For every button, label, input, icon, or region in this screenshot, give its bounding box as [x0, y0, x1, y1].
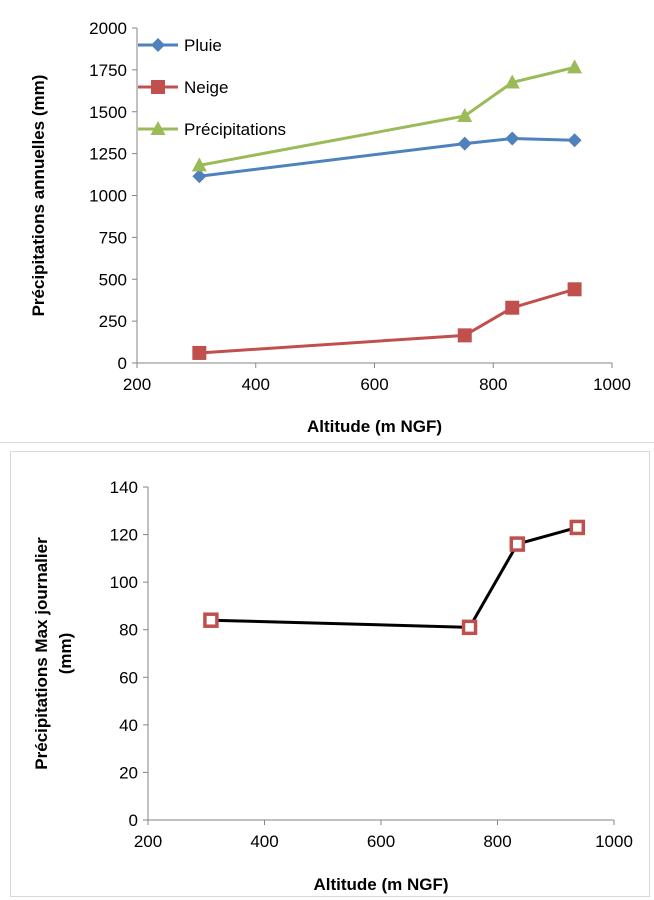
data-point	[461, 619, 478, 636]
y-tick-label: 20	[119, 763, 138, 782]
legend-label: Précipitations	[184, 120, 286, 139]
data-point	[203, 612, 219, 628]
series-line	[199, 65, 575, 167]
legend-marker	[151, 80, 165, 94]
y-tick-label: 1750	[89, 61, 127, 80]
y-tick-label: 120	[110, 526, 138, 545]
y-tick-label: 0	[129, 811, 138, 830]
y-axis-title: (mm)	[56, 633, 75, 675]
data-point	[504, 74, 520, 89]
data-point	[457, 136, 472, 151]
data-point	[191, 157, 207, 172]
data-point	[569, 519, 586, 536]
x-tick-label: 800	[479, 375, 507, 394]
y-tick-label: 100	[110, 573, 138, 592]
series-line	[199, 287, 576, 355]
x-tick-label: 600	[367, 832, 395, 851]
y-tick-label: 250	[99, 312, 127, 331]
x-tick-label: 200	[134, 832, 162, 851]
x-tick-label: 400	[250, 832, 278, 851]
series-line	[199, 137, 575, 178]
x-tick-label: 1000	[593, 375, 631, 394]
chart2-frame	[10, 451, 650, 897]
y-tick-label: 80	[119, 621, 138, 640]
x-tick-label: 1000	[595, 832, 633, 851]
y-tick-label: 750	[99, 228, 127, 247]
y-tick-label: 0	[118, 354, 127, 373]
data-point	[567, 282, 582, 297]
x-axis-title: Altitude (m NGF)	[307, 417, 442, 436]
y-tick-label: 140	[110, 478, 138, 497]
series-line	[210, 525, 578, 629]
data-point	[457, 107, 473, 122]
y-axis-title: Précipitations annuelles (mm)	[29, 75, 48, 317]
annual-precipitation-chart: 0 250 500 750 1000 1250 1500 1750 2000 200 400 600 8…	[29, 19, 631, 436]
x-tick-label: 600	[360, 375, 388, 394]
y-tick-label: 60	[119, 668, 138, 687]
y-tick-label: 1250	[89, 145, 127, 164]
data-point	[509, 536, 526, 552]
x-tick-label: 400	[242, 375, 270, 394]
max-daily-precipitation-chart: 0 20 40 60 80 100 120 140 200 400 600 800 1000 Altitu…	[32, 478, 633, 894]
x-axis-title: Altitude (m NGF)	[313, 875, 448, 894]
legend-label: Neige	[184, 78, 228, 97]
x-tick-label: 800	[483, 832, 511, 851]
chart-separator	[0, 442, 654, 443]
data-point	[505, 300, 520, 315]
y-tick-label: 1500	[89, 103, 127, 122]
x-tick-label: 200	[123, 375, 151, 394]
y-tick-label: 40	[119, 716, 138, 735]
data-point	[505, 131, 520, 146]
y-axis-title: Précipitations Max journalier	[32, 537, 51, 770]
data-point	[192, 169, 207, 184]
data-point	[567, 133, 582, 148]
data-point	[457, 328, 472, 343]
legend-label: Pluie	[184, 36, 222, 55]
data-point	[567, 59, 583, 74]
y-tick-label: 2000	[89, 19, 127, 38]
legend-marker	[150, 121, 166, 135]
y-tick-label: 1000	[89, 187, 127, 206]
data-point	[192, 345, 207, 360]
legend-marker	[151, 38, 165, 52]
y-tick-label: 500	[99, 270, 127, 289]
